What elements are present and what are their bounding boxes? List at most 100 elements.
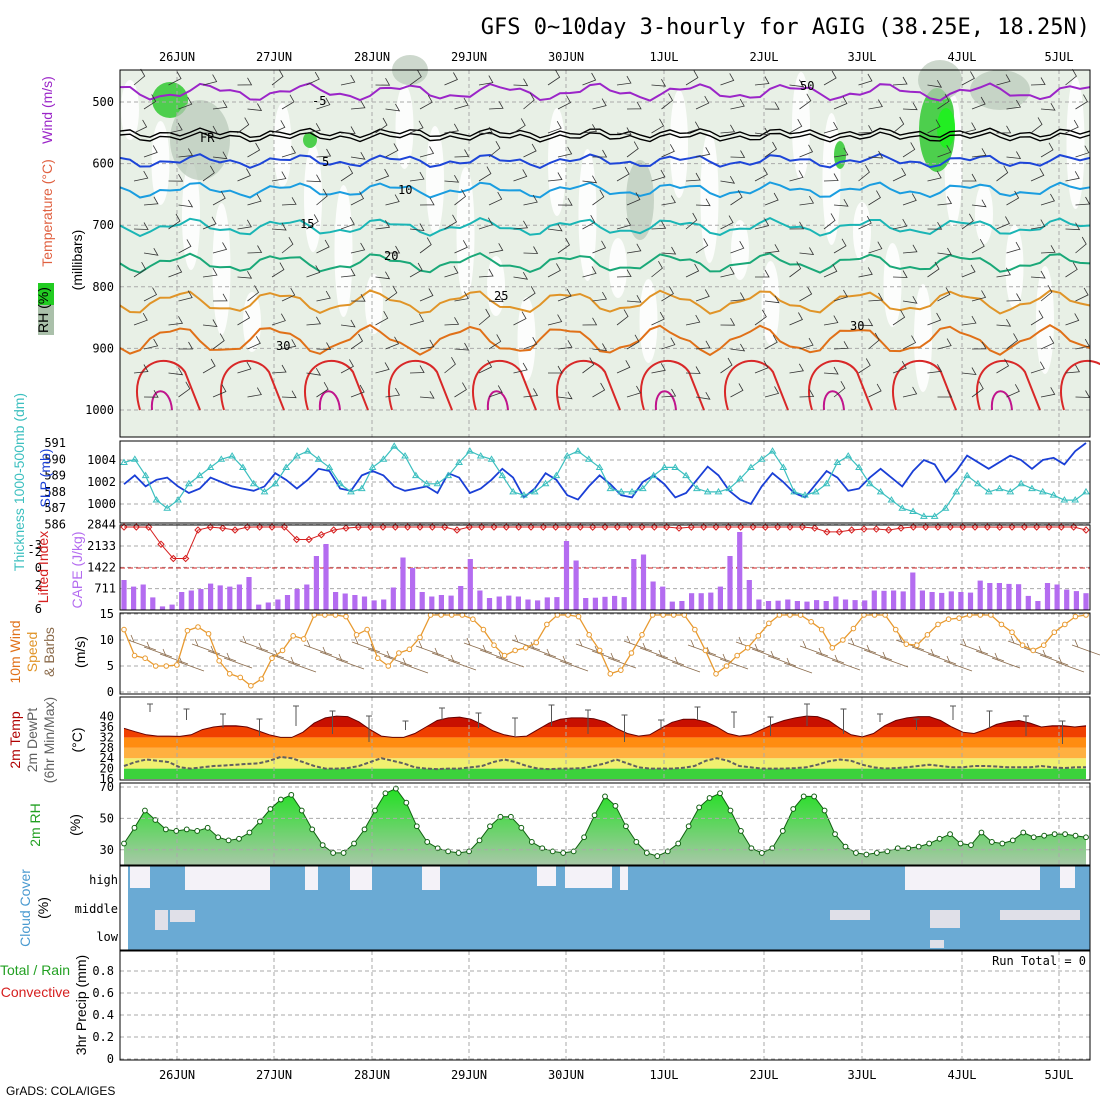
wind-barb — [902, 335, 917, 350]
li-point — [860, 525, 868, 533]
cape-bar — [544, 597, 550, 610]
wind-barb — [547, 314, 563, 326]
cape-bar — [496, 596, 502, 610]
li-point — [181, 554, 190, 563]
li-point — [317, 531, 326, 539]
wind-barb — [133, 170, 149, 182]
contour-label: 15 — [300, 217, 314, 231]
wind-barb — [478, 308, 491, 326]
wind-barb — [478, 359, 493, 374]
cape-frame — [119, 524, 1091, 611]
wind-barb — [306, 123, 321, 134]
thickness-point — [757, 455, 766, 462]
surface-wind-barb — [847, 637, 877, 654]
cape-bar — [486, 598, 493, 610]
wind-barb — [661, 337, 676, 350]
rh-point — [821, 807, 828, 814]
wind-barb — [316, 290, 331, 302]
wind-barb — [247, 245, 263, 254]
wind-barb — [937, 145, 952, 158]
wind-barb — [1065, 262, 1078, 278]
wind-barb — [902, 386, 918, 398]
cloud-clear-mid — [930, 910, 960, 928]
surface-wind-barb — [1023, 642, 1053, 659]
cloud-clear-high — [185, 866, 270, 890]
wind-barb — [306, 265, 321, 278]
wind10m-point — [121, 626, 127, 633]
cape-bar — [179, 592, 185, 610]
cape-bar — [592, 597, 598, 610]
rh-point — [1051, 831, 1058, 837]
wind-barb — [1040, 193, 1055, 206]
li-point — [983, 523, 992, 531]
surface-wind-barb — [415, 640, 445, 657]
wind-barb — [892, 270, 908, 278]
top-date-label: 26JUN — [159, 50, 195, 64]
precip-ytick: 0.2 — [92, 1030, 114, 1044]
cape-bar — [640, 554, 647, 610]
li-point — [391, 523, 400, 531]
wind-barb — [858, 215, 872, 230]
cape-bar — [669, 601, 675, 610]
wind-barb — [419, 237, 432, 254]
surface-wind-barb — [943, 655, 973, 672]
wind-barb — [513, 169, 528, 182]
bottom-date-label: 27JUN — [256, 1068, 292, 1082]
li-point — [342, 524, 350, 532]
wind-barb — [306, 71, 320, 86]
cape-bar — [150, 597, 156, 610]
wind-barb — [685, 212, 698, 230]
dry-patch — [426, 126, 444, 234]
cape-ylabel: CAPE (J/kg) — [69, 531, 85, 608]
wind10m-point — [417, 634, 423, 641]
temp-ytick: 20 — [100, 762, 114, 776]
minmax-bar — [804, 703, 810, 726]
wind10m-point — [575, 613, 582, 620]
wind-barb — [409, 171, 425, 182]
wind-barb — [513, 362, 528, 374]
contour-40 — [822, 390, 845, 411]
wind-barb — [616, 127, 632, 135]
rh-point — [183, 826, 190, 833]
wind10m-point — [480, 626, 487, 633]
contour-label: 50 — [800, 79, 814, 93]
wind-barb — [237, 310, 251, 326]
wind-barb — [212, 242, 228, 254]
rh-point — [549, 848, 556, 855]
minmax-bar — [256, 718, 263, 736]
contour-5 — [119, 152, 1091, 169]
cape-bar — [131, 586, 137, 610]
rh-point — [288, 791, 295, 798]
li-point — [329, 526, 338, 534]
wind-barb — [247, 193, 262, 206]
rh-point — [790, 806, 797, 812]
wind-barb — [695, 340, 711, 350]
wind10m-point — [184, 627, 191, 634]
li-point — [292, 535, 301, 544]
contour-40 — [318, 390, 341, 411]
thickness-point — [1038, 487, 1047, 495]
wind-barb — [582, 357, 595, 374]
cloud-clear-mid — [1000, 910, 1080, 920]
cape-bar — [794, 601, 800, 610]
wind-barb — [961, 122, 977, 134]
wind-barb — [892, 167, 907, 182]
wind-barb — [513, 272, 529, 280]
wind10m-point — [248, 682, 254, 689]
rh-point — [194, 828, 201, 834]
contour-15 — [119, 216, 1091, 238]
thickness-point — [822, 479, 831, 487]
dry-patch — [761, 261, 780, 345]
dry-patch — [182, 162, 200, 270]
li-point — [1082, 526, 1090, 534]
cape-bar — [862, 600, 868, 610]
wind-barb — [1065, 171, 1080, 182]
wind-barb — [523, 337, 538, 350]
li-point — [379, 523, 387, 531]
cape-bar — [265, 602, 271, 610]
li-point — [798, 523, 807, 531]
minmax-bar — [366, 715, 372, 742]
wind-barb — [695, 147, 711, 158]
cape-bar — [756, 599, 762, 610]
wind-barb — [202, 319, 218, 327]
